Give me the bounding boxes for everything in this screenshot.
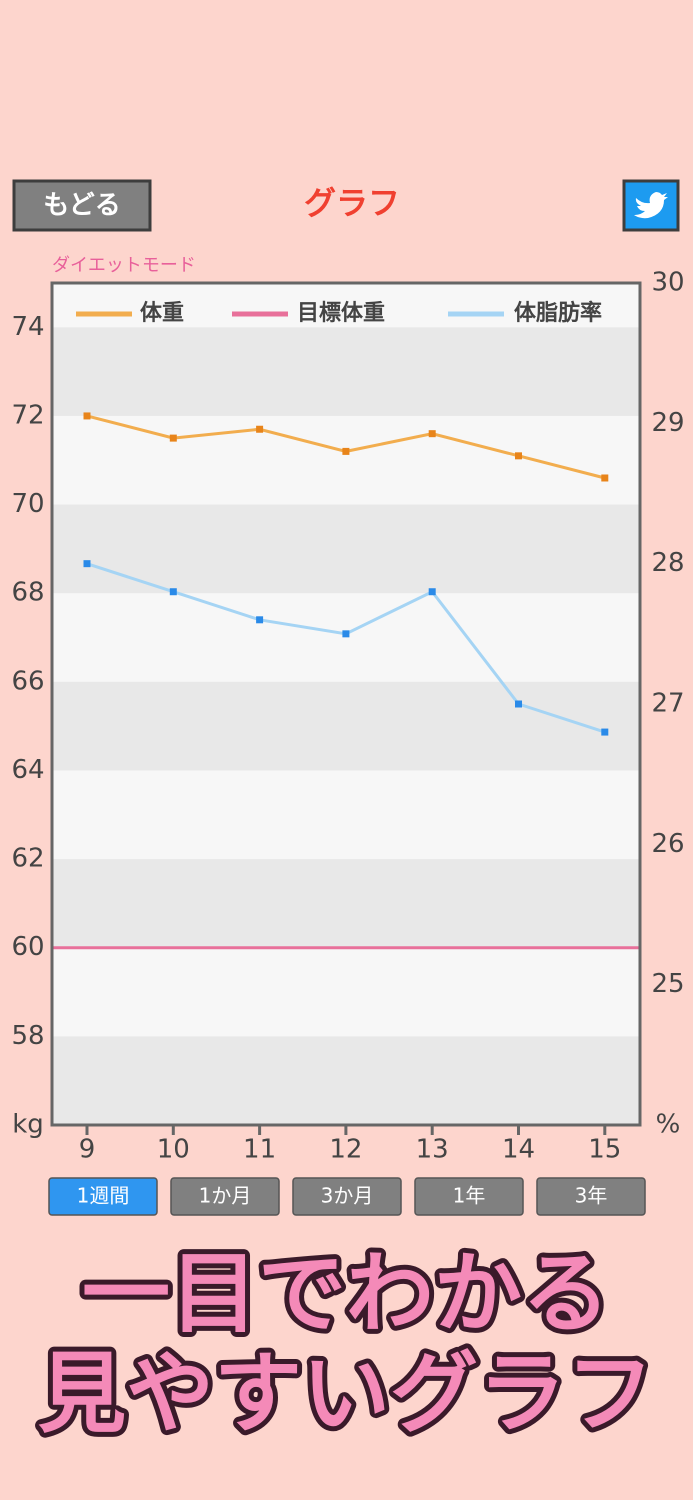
caption-line: 見やすいグラフ (38, 1342, 654, 1445)
grid-band (52, 859, 640, 948)
data-point (428, 588, 436, 596)
range-button[interactable] (414, 1177, 524, 1216)
chart: kg 58 60 62 64 66 68 70 72 74% 25 26 27 28 29 30 9 10 11 12… (11, 268, 684, 1165)
data-point (256, 616, 264, 624)
range-button[interactable] (170, 1177, 280, 1216)
y-tick-label: 70 (11, 489, 44, 519)
data-point (342, 630, 350, 638)
grid-band (52, 504, 640, 594)
x-tick-label: 14 (502, 1135, 535, 1165)
x-tick-label: 15 (588, 1135, 621, 1165)
y2-tick-label: 30 (651, 268, 684, 298)
y2-tick-label: 28 (651, 548, 684, 578)
y2-tick-label: 26 (651, 829, 684, 859)
y2-tick-label: 29 (651, 408, 684, 438)
y2-tick-label: 27 (651, 689, 684, 719)
data-point (428, 430, 436, 438)
data-point (601, 728, 609, 736)
y-tick-label: 68 (11, 578, 44, 608)
y-tick-label: 58 (11, 1021, 44, 1051)
y-tick-label: 62 (11, 844, 44, 874)
data-point (342, 447, 350, 455)
legend-label: 体脂肪率 (514, 300, 602, 326)
range-button-label[interactable]: 1年 (453, 1184, 486, 1208)
data-point (515, 700, 522, 708)
plot-frame (50, 281, 642, 1127)
range-button-label[interactable]: 1か月 (199, 1184, 252, 1208)
data-point (601, 474, 609, 482)
legend-label: 目標体重 (297, 301, 385, 326)
caption-line: 一目でわかる (82, 1242, 610, 1345)
legend: 体重 目標体重 体脂肪率 (76, 300, 602, 326)
x-tick-label: 9 (79, 1135, 96, 1165)
back-button-label[interactable]: もどる (43, 191, 120, 221)
twitter-icon[interactable] (634, 192, 668, 219)
range-button[interactable] (48, 1177, 158, 1216)
data-point (83, 560, 91, 568)
y2-tick-label: % (656, 1110, 681, 1140)
range-button-label[interactable]: 3年 (575, 1184, 608, 1208)
y-tick-label: 72 (11, 400, 44, 430)
data-point (169, 588, 177, 596)
back-button[interactable] (12, 179, 152, 232)
legend-label: 体重 (140, 301, 184, 326)
screen-title: グラフ (304, 184, 400, 222)
grid-band (52, 681, 640, 771)
data-point (169, 434, 177, 442)
y2-tick-label: 25 (651, 969, 684, 999)
y-tick-label: 74 (11, 312, 44, 342)
range-button-label[interactable]: 1週間 (77, 1184, 130, 1208)
y-tick-label: kg (12, 1110, 44, 1140)
range-button[interactable] (292, 1177, 402, 1216)
data-point (256, 425, 264, 433)
data-point (83, 412, 91, 420)
y-tick-label: 66 (11, 666, 44, 696)
range-buttons: 1週間 1か月 3か月 1年 3年 (48, 1177, 646, 1216)
x-tick-label: 13 (416, 1135, 449, 1165)
x-tick-label: 12 (329, 1135, 362, 1165)
x-tick-label: 10 (157, 1135, 190, 1165)
grid-band (52, 327, 640, 416)
range-button-label[interactable]: 3か月 (321, 1184, 374, 1208)
y-tick-label: 60 (11, 932, 44, 962)
x-tick-label: 11 (243, 1135, 276, 1165)
data-point (515, 452, 522, 460)
y-tick-label: 64 (11, 755, 44, 785)
mode-label: ダイエットモード (52, 255, 196, 276)
grid-band (52, 1036, 640, 1125)
range-button[interactable] (536, 1177, 646, 1216)
